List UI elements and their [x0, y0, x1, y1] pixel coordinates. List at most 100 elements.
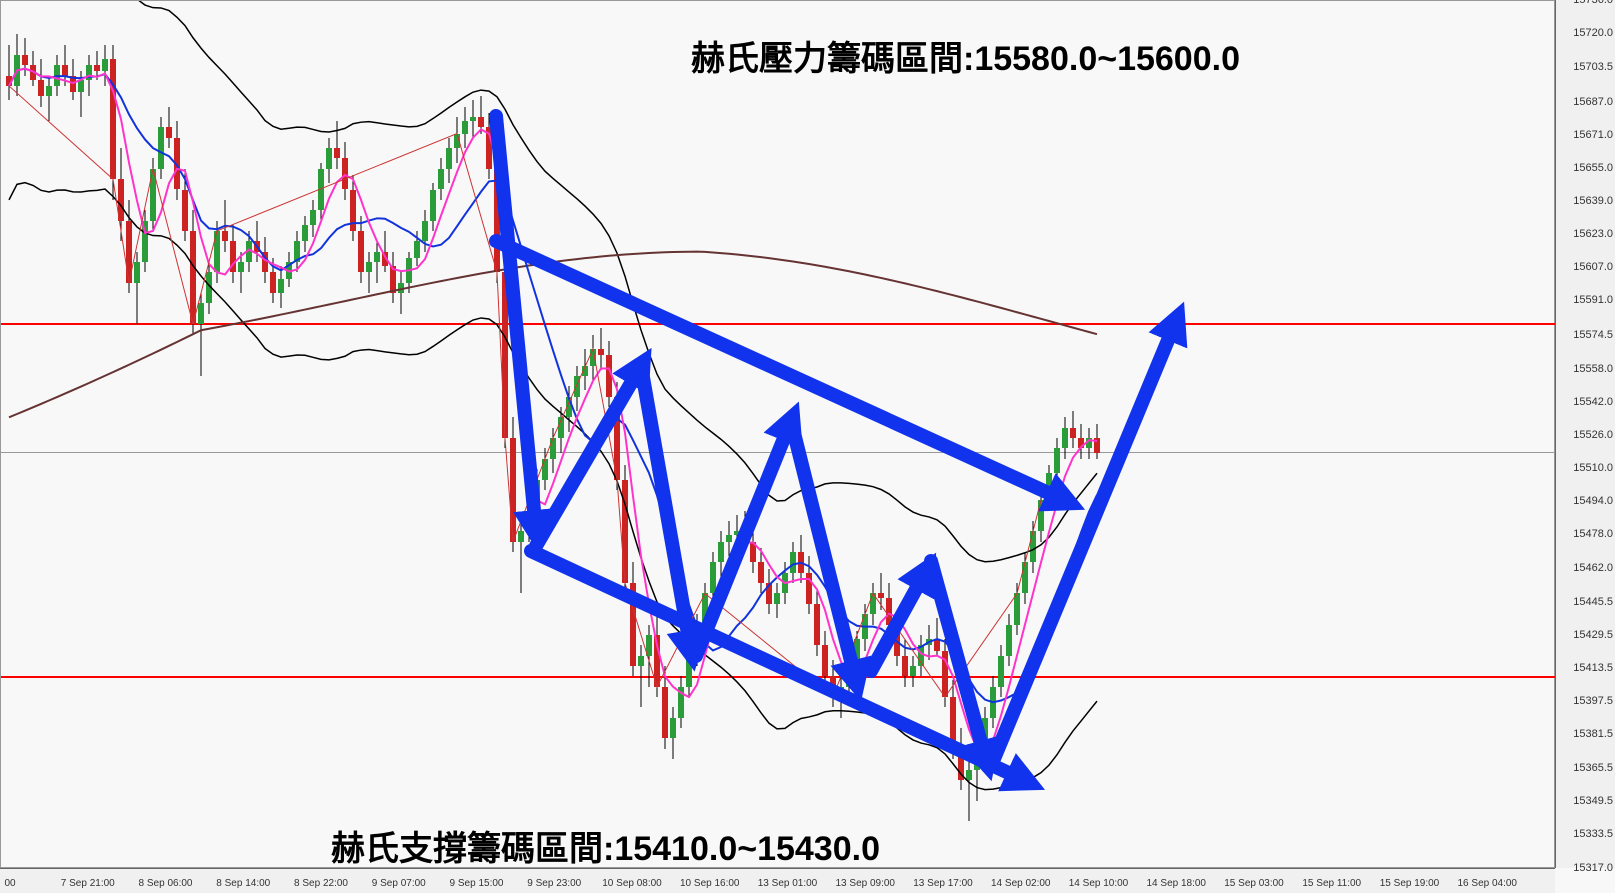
x-tick-label: 9 Sep 07:00 [372, 878, 426, 889]
candlestick [190, 210, 196, 334]
candlestick [414, 231, 420, 266]
candlestick [726, 521, 732, 556]
y-tick-label: 15381.5 [1557, 728, 1613, 740]
candlestick [382, 231, 388, 272]
candlestick [1062, 417, 1068, 458]
candlestick [518, 521, 524, 594]
candlestick [302, 216, 308, 251]
candlestick [902, 639, 908, 687]
candlestick [294, 231, 300, 272]
candlestick [718, 531, 724, 577]
candlestick [38, 59, 44, 107]
candlestick [462, 107, 468, 148]
candlestick [550, 428, 556, 474]
candlestick [558, 407, 564, 453]
trend-arrow [641, 366, 691, 651]
candlestick [110, 45, 116, 200]
candlestick [742, 511, 748, 548]
candlestick [822, 631, 828, 687]
candlestick [70, 59, 76, 100]
horizontal-level-line: 15580.5 [1, 323, 1556, 325]
candlestick [502, 258, 508, 449]
candlestick [510, 417, 516, 552]
candlestick [102, 45, 108, 86]
y-tick-label: 15591.0 [1557, 294, 1613, 306]
candlestick [990, 676, 996, 728]
candlestick [6, 45, 12, 101]
y-tick-label: 15445.5 [1557, 596, 1613, 608]
candlestick [782, 562, 788, 603]
plot-area[interactable]: 15580.515410.315518.5赫氏壓力籌碼區間:15580.0~15… [0, 0, 1555, 868]
candlestick [222, 200, 228, 252]
y-tick-label: 15365.5 [1557, 762, 1613, 774]
candlestick [1030, 521, 1036, 573]
candlestick [662, 666, 668, 749]
candlestick [814, 589, 820, 655]
candlestick [966, 759, 972, 821]
candlestick [950, 680, 956, 759]
candlestick [262, 237, 268, 283]
y-tick-label: 15542.0 [1557, 396, 1613, 408]
candlestick [590, 335, 596, 383]
candlestick [1038, 494, 1044, 542]
y-tick-label: 15349.5 [1557, 795, 1613, 807]
candlestick [958, 728, 964, 790]
y-tick-label: 15333.5 [1557, 828, 1613, 840]
candlestick [398, 272, 404, 313]
candlestick [246, 231, 252, 272]
y-tick-label: 15736.0 [1557, 0, 1613, 6]
candlestick [790, 542, 796, 583]
candlestick [894, 610, 900, 666]
ma-mid [9, 69, 1097, 703]
candlestick [86, 55, 92, 96]
candlestick [934, 618, 940, 655]
x-tick-label: 13 Sep 01:00 [758, 878, 818, 889]
candlestick [1022, 552, 1028, 604]
candlestick [62, 45, 68, 86]
candlestick [598, 328, 604, 369]
candlestick [278, 266, 284, 307]
candlestick [1086, 428, 1092, 459]
bollinger-upper [9, 1, 1097, 562]
candlestick [478, 96, 484, 133]
candlestick [734, 515, 740, 552]
x-tick-label: 15 Sep 19:00 [1380, 878, 1440, 889]
x-tick-label: 8 Sep 14:00 [216, 878, 270, 889]
chart-annotation: 赫氏壓力籌碼區間:15580.0~15600.0 [691, 31, 1240, 80]
chart-container: 15580.515410.315518.5赫氏壓力籌碼區間:15580.0~15… [0, 0, 1615, 893]
candlestick [694, 614, 700, 666]
candlestick [606, 341, 612, 407]
candlestick [238, 252, 244, 293]
y-tick-label: 15687.0 [1557, 96, 1613, 108]
y-tick-label: 15558.0 [1557, 363, 1613, 375]
candlestick [534, 469, 540, 521]
candlestick [654, 604, 660, 697]
candlestick [1094, 424, 1100, 459]
candlestick [350, 175, 356, 241]
candlestick [254, 221, 260, 262]
candlestick [230, 225, 236, 283]
y-tick-label: 15607.0 [1557, 261, 1613, 273]
ma-slow [9, 252, 1097, 418]
candlestick [318, 163, 324, 221]
candlestick [862, 604, 868, 652]
candlestick [806, 556, 812, 614]
y-tick-label: 15623.0 [1557, 228, 1613, 240]
x-tick-label: 14 Sep 02:00 [991, 878, 1051, 889]
candlestick [670, 707, 676, 759]
candlestick [830, 660, 836, 708]
x-tick-label: 15 Sep 03:00 [1224, 878, 1284, 889]
candlestick [886, 583, 892, 635]
candlestick [918, 635, 924, 676]
x-tick-label: 7 Sep 21:00 [61, 878, 115, 889]
candlestick [454, 117, 460, 163]
x-tick-label: 13 Sep 09:00 [836, 878, 896, 889]
candlestick [998, 645, 1004, 697]
y-axis: 15736.015720.015703.515687.015671.015655… [1555, 0, 1615, 868]
candlestick [446, 138, 452, 184]
candlestick [942, 639, 948, 707]
y-tick-label: 15462.0 [1557, 562, 1613, 574]
candlestick [366, 252, 372, 293]
candlestick [870, 583, 876, 624]
candlestick [422, 210, 428, 251]
